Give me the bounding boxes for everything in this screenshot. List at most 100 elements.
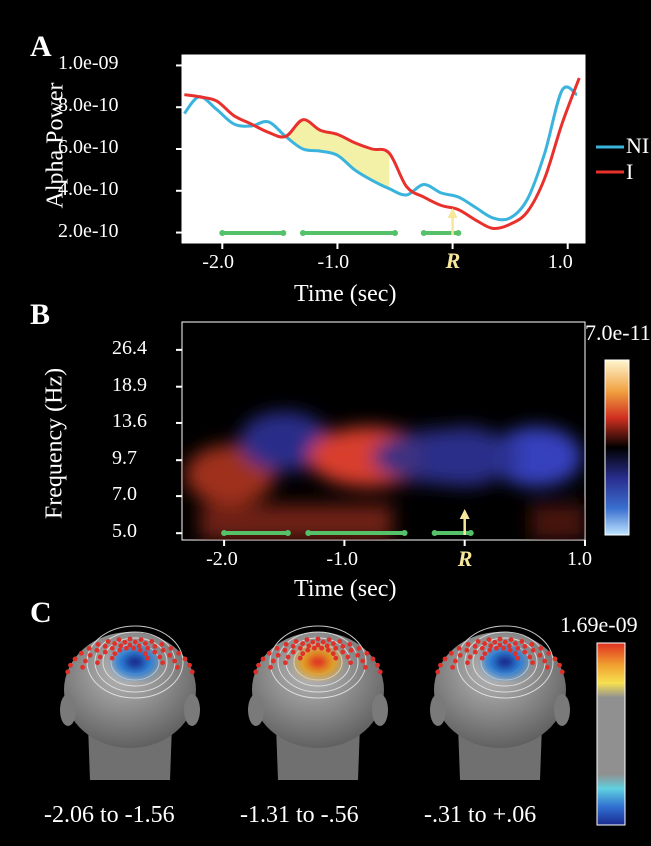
electrode-dot [109, 645, 115, 651]
electrode-dot [167, 652, 173, 658]
electrode-dot [448, 650, 454, 656]
panel-label-a: A [30, 30, 52, 63]
electrode-dot [340, 643, 346, 649]
electrode-dot [467, 654, 473, 660]
electrode-dot [497, 642, 503, 648]
contour-line [269, 625, 367, 699]
electrode-dot [187, 662, 192, 668]
electrode-dot [363, 664, 368, 670]
topomap-label-3: -.31 to +.06 [424, 802, 537, 828]
head-ear [60, 694, 76, 726]
response-arrow-head [447, 208, 458, 218]
y-tick-label: 1.0e-09 [58, 52, 119, 75]
electrode-dot [300, 651, 306, 657]
electrode-dot [370, 656, 376, 662]
topomap-head-2 [248, 625, 388, 780]
electrode-dot [530, 660, 535, 666]
electrode-dot [475, 639, 481, 644]
electrode-dot [337, 639, 343, 644]
electrode-dot [479, 655, 485, 661]
electrode-dot [330, 651, 336, 657]
electrode-dot [304, 637, 310, 643]
interval-end [392, 230, 399, 236]
electrode-dot [452, 658, 458, 664]
electrode-dot [319, 645, 325, 651]
electrode-dot [297, 645, 303, 651]
electrode-dot [297, 655, 303, 661]
electrode-dot [482, 641, 488, 646]
electrode-dot [472, 643, 478, 649]
electrode-dot [127, 642, 133, 648]
electrode-dot [488, 643, 494, 649]
electrode-dot [311, 645, 317, 651]
electrode-dot [189, 669, 195, 675]
electrode-dot [310, 639, 316, 645]
low-freq-wash [530, 504, 585, 540]
electrode-dot [559, 669, 565, 675]
x-tick-label: -1.0 [326, 548, 359, 570]
contour-line [102, 637, 168, 687]
electrode-dot [527, 654, 533, 660]
topomap-label-1: -2.06 to -1.56 [44, 802, 175, 828]
y-tick-label: 7.0 [112, 483, 137, 506]
electrode-dot [492, 639, 498, 645]
electrode-dot [457, 652, 463, 658]
electrode-dot [283, 641, 289, 647]
x-tick-label: -2.0 [206, 548, 238, 570]
electrode-dot [122, 639, 128, 645]
electrode-dot [537, 652, 543, 658]
electrode-dot [515, 655, 521, 661]
electrode-dot [442, 656, 448, 662]
electrode-dot [305, 647, 311, 653]
interval-end [221, 530, 228, 536]
interval-end [431, 530, 438, 536]
electrode-dot [438, 662, 443, 668]
electrode-dot [152, 649, 158, 655]
legend-ni-label: NI [626, 133, 650, 158]
electrode-dot [557, 662, 562, 668]
electrode-dot [522, 643, 528, 649]
electrode-dot [360, 658, 366, 664]
electrode-dot [72, 656, 78, 662]
x-tick-label-r: R [457, 546, 473, 571]
electrode-dot [95, 660, 100, 666]
electrode-dot [348, 660, 353, 666]
electrode-dot [375, 662, 380, 668]
electrode-dot [300, 641, 306, 646]
electrode-dot [94, 647, 100, 653]
y-tick-label: 6.0e-10 [58, 136, 119, 158]
electrode-dot [435, 669, 441, 675]
electrode-dot [256, 662, 261, 668]
x-tick-label: -1.0 [317, 251, 350, 273]
electrode-dot [356, 645, 362, 651]
spectrogram-colorbar [604, 359, 630, 536]
electrode-dot [112, 651, 118, 657]
electrode-dot [68, 662, 73, 668]
electrode-dot [355, 652, 361, 658]
x-tick-label: 1.0 [567, 548, 592, 570]
electrode-dot [260, 656, 266, 662]
legend-i-label: I [626, 159, 634, 184]
electrode-dot [290, 649, 296, 655]
response-arrow-head [459, 509, 470, 519]
electrode-dot [275, 652, 281, 658]
electrode-dot [87, 652, 93, 658]
electrode-dot [95, 641, 101, 647]
electrode-dot [283, 660, 288, 666]
series-line-ni [183, 85, 578, 222]
electrode-dot [482, 651, 488, 657]
electrode-dot [160, 660, 165, 666]
electrode-dot [347, 641, 353, 647]
electrode-dot [542, 658, 548, 664]
b-colorbar-max: 7.0e-11 [585, 320, 651, 345]
x-tick-label-r: R [445, 248, 461, 273]
electrode-dot [65, 669, 71, 675]
electrode-dot [268, 664, 273, 670]
topomap-hotspot [296, 646, 340, 678]
electrode-dot [142, 641, 148, 646]
electrode-dot [127, 636, 133, 642]
head-ear [554, 694, 570, 726]
electrode-dot [497, 636, 503, 642]
electrode-dot [377, 669, 383, 675]
